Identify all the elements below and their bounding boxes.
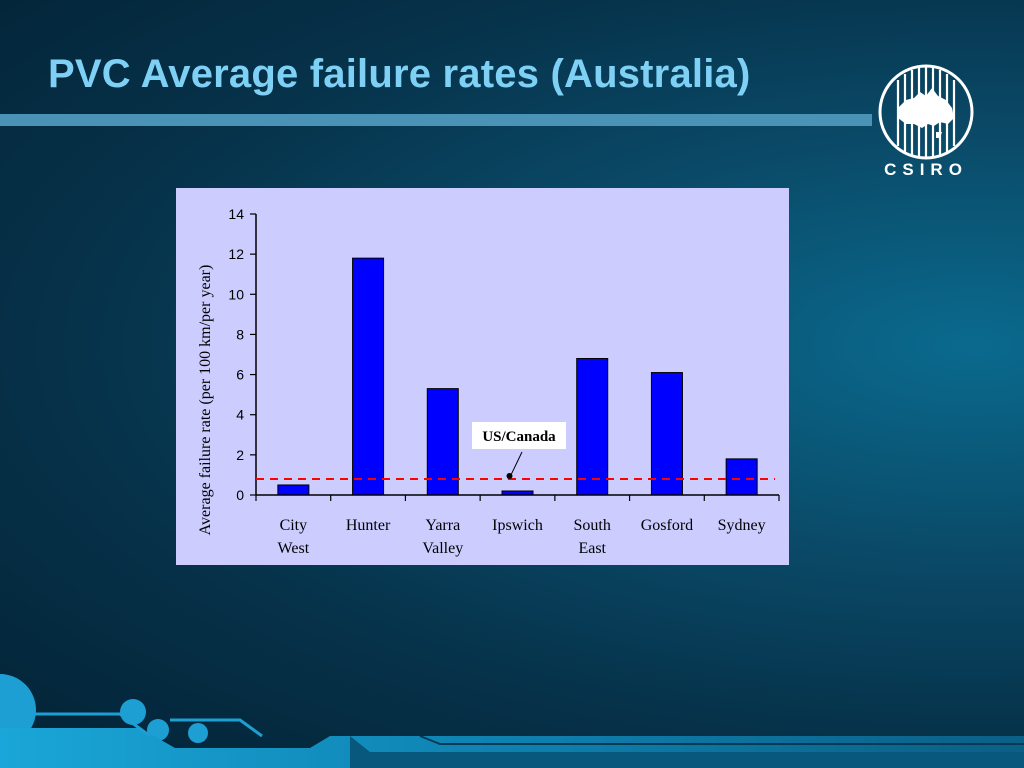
y-tick-label-12: 12: [228, 246, 244, 262]
bar-gosford: [650, 372, 683, 496]
y-tick-label-2: 2: [236, 447, 244, 463]
y-tick-label-10: 10: [228, 286, 244, 302]
bar-yarra-valley: [426, 388, 459, 496]
x-tick-label-city-west-line2: West: [278, 540, 310, 557]
y-tick-label-8: 8: [236, 326, 244, 342]
bar-south-east: [576, 358, 609, 496]
bar-sydney: [725, 458, 758, 496]
bar-city-west: [277, 484, 310, 496]
x-tick-label-yarra-valley-line1: Yarra: [425, 517, 460, 534]
x-tick-label-yarra-valley-line2: Valley: [422, 540, 463, 557]
title-underline: [0, 114, 872, 126]
y-axis-label: Average failure rate (per 100 km/per yea…: [197, 265, 214, 536]
slide-title: PVC Average failure rates (Australia): [48, 52, 751, 96]
y-tick-label-14: 14: [228, 206, 244, 222]
y-tick-label-0: 0: [236, 487, 244, 503]
csiro-logo-text: CSIRO: [884, 160, 968, 179]
annotation-point: [506, 472, 513, 479]
annotation-label: US/Canada: [482, 429, 556, 445]
x-tick-label-south-east-line2: East: [578, 540, 606, 557]
x-tick-label-gosford: Gosford: [641, 517, 693, 534]
y-tick-label-4: 4: [236, 407, 244, 423]
annotation-leader-line: [510, 451, 523, 477]
x-tick-label-south-east-line1: South: [574, 517, 611, 534]
x-tick-label-hunter: Hunter: [346, 517, 391, 534]
chart-panel: 0 2 4 6 8 10 12 14 City West Hunter Yarra Valley Ips…: [176, 188, 789, 565]
y-tick-label-6: 6: [236, 367, 244, 383]
x-tick-label-ipswich: Ipswich: [492, 517, 543, 534]
bar-chart: 0 2 4 6 8 10 12 14 City West Hunter Yarra Valley Ips…: [197, 206, 780, 557]
decorative-circuit-graphic: [0, 674, 1024, 768]
annotation-box: [472, 422, 566, 449]
bar-hunter: [352, 257, 385, 496]
x-tick-label-city-west-line1: City: [280, 517, 308, 534]
csiro-logo-icon: [878, 64, 974, 160]
x-tick-label-sydney: Sydney: [718, 517, 766, 534]
